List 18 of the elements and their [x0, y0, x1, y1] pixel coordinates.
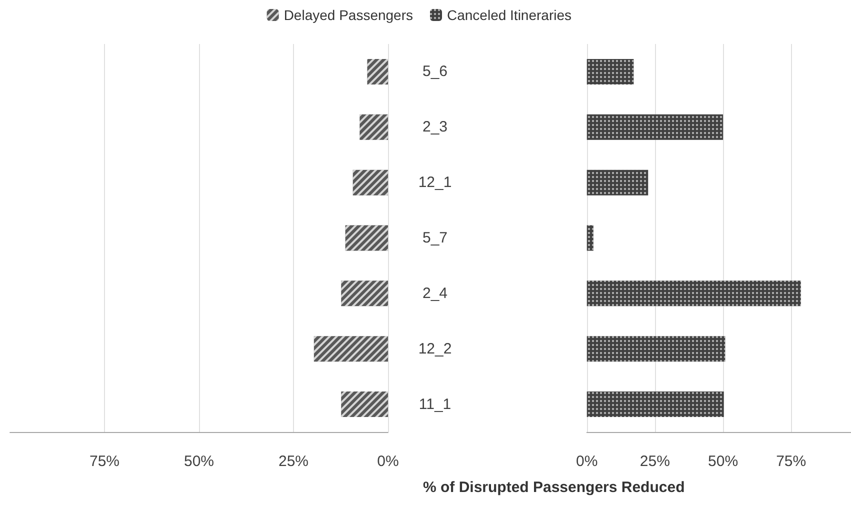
x-tick-label: 75% [89, 453, 120, 470]
x-axis-title: % of Disrupted Passengers Reduced [422, 479, 685, 496]
legend-label: Canceled Itineraries [447, 7, 572, 23]
x-tick-label: 25% [640, 453, 670, 470]
x-tick-label: 50% [708, 453, 738, 470]
legend-label: Delayed Passengers [284, 7, 413, 23]
x-tick-label: 0% [377, 453, 399, 470]
y-tick-label: 2_4 [422, 284, 448, 302]
x-tick-label: 50% [184, 453, 214, 470]
y-tick-label: 11_1 [418, 396, 452, 413]
y-tick-label: 12_1 [418, 174, 452, 192]
x-tick-label: 75% [776, 453, 806, 470]
y-tick-label: 2_3 [422, 118, 448, 136]
x-tick-label: 25% [278, 453, 309, 470]
y-tick-label: 5_6 [422, 63, 448, 80]
y-tick-label: 12_2 [418, 340, 452, 358]
x-tick-label: 0% [576, 453, 598, 470]
y-tick-label: 5_7 [422, 230, 448, 246]
